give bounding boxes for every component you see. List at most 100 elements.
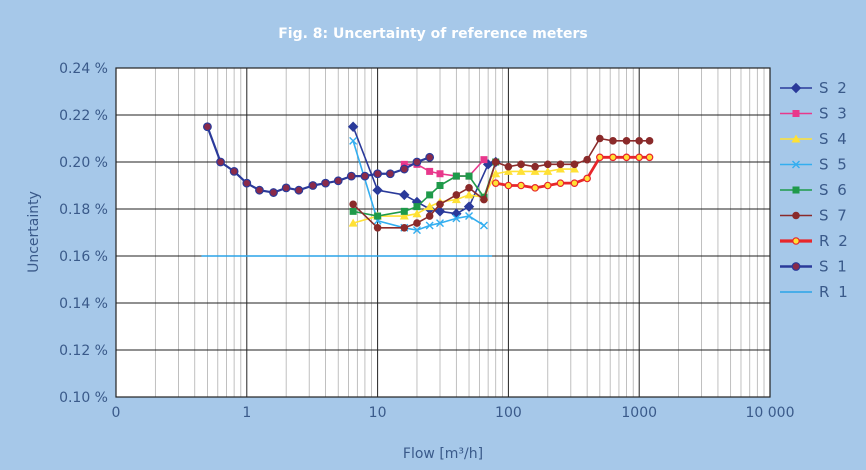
data-point [465, 172, 473, 180]
legend-marker [792, 237, 800, 245]
data-point [452, 214, 461, 223]
series-r2 [491, 153, 654, 192]
data-point [517, 181, 525, 190]
data-point [425, 152, 435, 162]
data-point [465, 212, 474, 221]
data-point [347, 121, 359, 132]
legend-item: R 1 [780, 283, 850, 301]
data-point [348, 218, 358, 227]
data-point [645, 153, 654, 162]
data-point [346, 171, 356, 181]
data-point [463, 201, 475, 212]
data-point [281, 183, 291, 193]
x-tick-label: 10 000 [746, 405, 795, 421]
plot-area [115, 67, 771, 398]
data-point [203, 122, 212, 132]
legend-label: S 2 [819, 79, 849, 97]
data-point [635, 137, 643, 145]
data-point [349, 136, 358, 145]
legend-item: S 7 [780, 207, 849, 225]
y-tick-label: 0.24 % [59, 61, 108, 77]
data-point [242, 178, 252, 188]
y-tick-label: 0.18 % [59, 202, 108, 218]
y-axis-ticks: 0.10 % 0.12 % 0.14 % 0.16 % 0.18 % 0.20 % 0.22… [59, 61, 108, 406]
data-point [596, 134, 604, 143]
data-point [583, 155, 591, 164]
legend-item: S 3 [780, 105, 849, 123]
data-point [491, 169, 501, 178]
x-tick-label: 1000 [621, 405, 657, 421]
series-line [352, 168, 575, 224]
x-tick-label: 0 [112, 405, 121, 421]
legend-label: S 3 [819, 105, 849, 123]
data-point [426, 167, 434, 175]
legend-item: S 2 [780, 79, 849, 97]
data-point [622, 153, 631, 162]
data-point [400, 224, 409, 232]
data-point [543, 160, 552, 169]
data-point [452, 191, 461, 199]
data-point [491, 158, 500, 166]
series-s7 [349, 134, 654, 232]
data-point [517, 160, 525, 169]
data-point [436, 200, 444, 209]
data-point [530, 166, 540, 175]
legend-label: S 1 [819, 258, 849, 276]
x-tick-label: 100 [495, 405, 522, 421]
data-point [556, 179, 565, 187]
data-point [425, 212, 434, 220]
y-tick-label: 0.14 % [59, 296, 108, 312]
data-point [255, 185, 264, 195]
series-line [352, 137, 650, 229]
data-point [543, 181, 552, 190]
legend-label: R 1 [819, 283, 850, 301]
data-point [570, 179, 579, 187]
legend-marker [791, 262, 801, 271]
data-point [479, 221, 488, 230]
data-point [333, 176, 343, 186]
y-tick-label: 0.16 % [59, 249, 108, 265]
y-tick-label: 0.12 % [59, 343, 108, 359]
data-point [480, 195, 488, 204]
data-point [583, 174, 591, 183]
legend-marker [792, 110, 800, 117]
x-axis-ticks: 0 1 10 100 1000 10 000 [112, 405, 795, 421]
series-s5 [349, 136, 488, 235]
data-point [425, 221, 434, 230]
data-point [321, 178, 330, 188]
plot-border [115, 67, 771, 398]
data-point [413, 203, 421, 211]
series-layer [201, 121, 654, 257]
data-point [480, 156, 488, 164]
legend-label: S 7 [819, 207, 849, 225]
data-point [373, 169, 383, 179]
legend-item: R 2 [780, 232, 850, 250]
data-point [491, 179, 500, 187]
y-tick-label: 0.20 % [59, 155, 108, 171]
data-point [556, 160, 565, 169]
data-point [399, 211, 409, 220]
data-point [373, 224, 382, 232]
data-point [543, 166, 553, 175]
x-tick-label: 1 [242, 405, 251, 421]
legend-marker [790, 82, 802, 94]
legend-label: R 2 [819, 232, 850, 250]
data-point [385, 169, 395, 179]
data-point [229, 166, 239, 176]
data-point [596, 153, 604, 162]
data-point [294, 185, 304, 195]
data-point [412, 226, 421, 235]
data-point [635, 153, 644, 162]
data-point [400, 160, 408, 168]
chart-title: Fig. 8: Uncertainty of reference meters [278, 26, 588, 42]
legend-marker [792, 160, 800, 169]
y-tick-label: 0.10 % [59, 390, 108, 406]
data-point [504, 162, 513, 171]
data-point [349, 200, 357, 209]
data-point [531, 184, 539, 192]
data-point [269, 188, 278, 197]
data-point [569, 164, 579, 173]
data-point [436, 219, 445, 228]
